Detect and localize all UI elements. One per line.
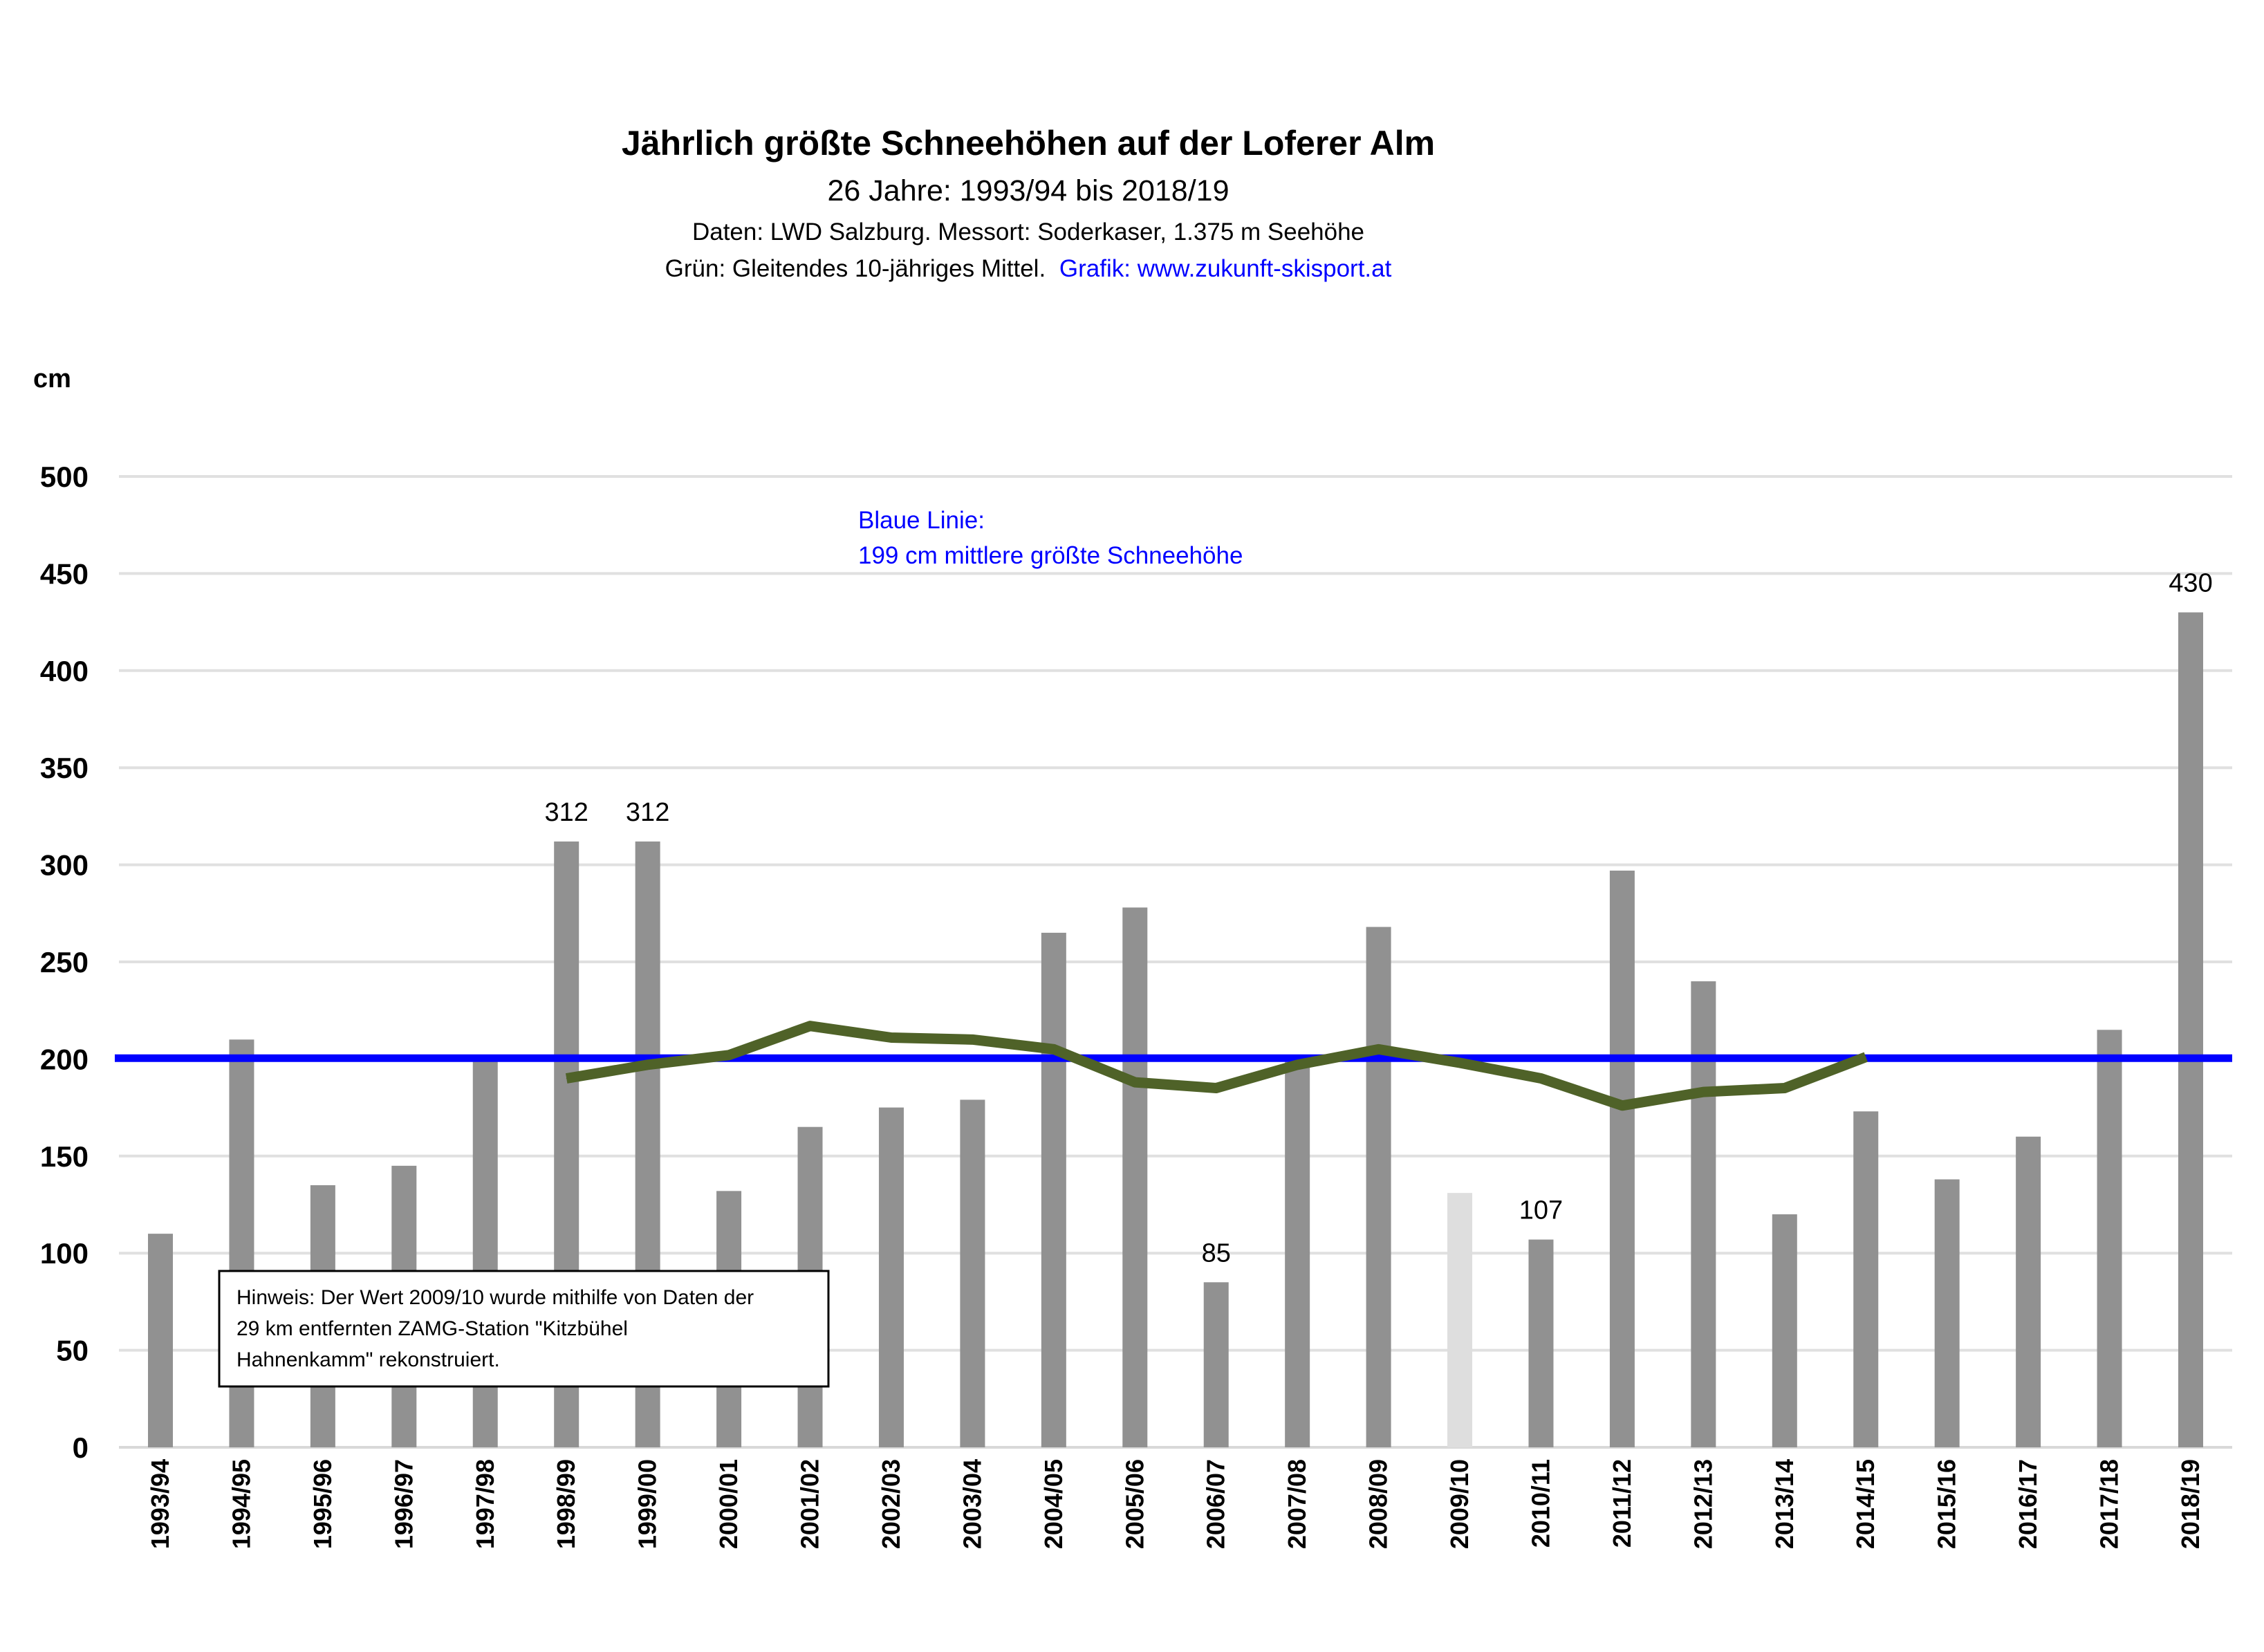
bar <box>1203 1282 1229 1447</box>
bar <box>1691 981 1716 1447</box>
moving-average-line <box>565 1021 1868 1111</box>
x-tick-label: 2006/07 <box>1202 1459 1230 1549</box>
x-tick-label: 2000/01 <box>714 1459 743 1549</box>
x-tick-label: 1996/97 <box>389 1459 418 1549</box>
bar <box>1853 1111 1879 1447</box>
blue-line-annotation-text: 199 cm mittlere größte Schneehöhe <box>858 542 1243 569</box>
y-tick-label: 250 <box>40 946 89 978</box>
x-tick-label: 1999/00 <box>633 1459 662 1549</box>
moving-average-point <box>1297 1064 1298 1066</box>
chart-title: Jährlich größte Schneehöhen auf der Lofe… <box>622 124 1435 163</box>
x-tick-label: 2015/16 <box>1933 1459 1961 1549</box>
bar <box>1447 1193 1473 1447</box>
y-tick-label: 200 <box>40 1043 89 1075</box>
bar <box>2178 612 2203 1447</box>
note-line-2: 29 km entfernten ZAMG-Station "Kitzbühel <box>236 1317 628 1340</box>
moving-average-point <box>1053 1048 1055 1050</box>
x-tick-label: 1997/98 <box>471 1459 499 1549</box>
bar <box>1366 927 1391 1447</box>
blue-line-annotation-title: Blaue Linie: <box>858 507 985 534</box>
x-tick-label: 2010/11 <box>1526 1459 1555 1548</box>
y-tick-label: 150 <box>40 1140 89 1173</box>
note-box-frame <box>218 1270 830 1388</box>
bar <box>1772 1214 1797 1447</box>
y-tick-label: 0 <box>73 1431 89 1464</box>
x-tick-label: 2013/14 <box>1770 1459 1799 1549</box>
data-label: 107 <box>1519 1196 1563 1225</box>
moving-average-point <box>647 1064 649 1066</box>
note-line-3: Hahnenkamm" rekonstruiert. <box>236 1348 500 1371</box>
data-label: 85 <box>1202 1238 1231 1268</box>
data-label: 430 <box>2169 569 2212 598</box>
data-label: 312 <box>626 798 669 827</box>
x-tick-label: 2001/02 <box>796 1459 824 1549</box>
data-label: 312 <box>544 798 588 827</box>
chart-legend-line: Grün: Gleitendes 10-jähriges Mittel. Gra… <box>665 255 1392 282</box>
moving-average-point <box>1378 1048 1380 1050</box>
bar <box>878 1107 904 1447</box>
x-tick-label: 2004/05 <box>1039 1459 1068 1549</box>
bar <box>1934 1179 1960 1447</box>
bar <box>2016 1136 2041 1447</box>
y-tick-label: 500 <box>40 461 89 493</box>
note-line-1: Hinweis: Der Wert 2009/10 wurde mithilfe… <box>236 1286 754 1309</box>
bar <box>1122 907 1148 1447</box>
legend-green-text: Grün: Gleitendes 10-jähriges Mittel. <box>665 255 1046 282</box>
bar <box>960 1099 985 1447</box>
legend-credit-text: Grafik: www.zukunft-skisport.at <box>1059 255 1392 282</box>
bar <box>1528 1239 1554 1447</box>
y-tick-label: 350 <box>40 752 89 784</box>
y-tick-label: 100 <box>40 1237 89 1270</box>
x-tick-label: 2017/18 <box>2095 1459 2124 1549</box>
x-tick-label: 1993/94 <box>146 1459 174 1549</box>
x-tick-label: 2009/10 <box>1445 1459 1474 1549</box>
y-axis-label: cm <box>33 364 71 393</box>
x-tick-label: 1995/96 <box>308 1459 337 1549</box>
x-tick-label: 2008/09 <box>1364 1459 1393 1549</box>
chart-subtitle: 26 Jahre: 1993/94 bis 2018/19 <box>828 174 1230 207</box>
x-tick-label: 2002/03 <box>877 1459 905 1549</box>
x-tick-label: 2014/15 <box>1851 1459 1880 1549</box>
moving-average-point <box>1702 1091 1704 1093</box>
bar <box>1285 1059 1310 1447</box>
x-tick-label: 2012/13 <box>1689 1459 1717 1549</box>
y-tick-label: 300 <box>40 849 89 882</box>
y-tick-label: 50 <box>56 1335 89 1367</box>
chart-source: Daten: LWD Salzburg. Messort: Soderkaser… <box>692 219 1364 245</box>
x-tick-label: 2005/06 <box>1120 1459 1149 1549</box>
x-tick-label: 2016/17 <box>2014 1459 2042 1549</box>
x-tick-label: 2018/19 <box>2176 1459 2205 1549</box>
y-tick-label: 400 <box>40 655 89 687</box>
x-tick-label: 1998/99 <box>552 1459 580 1549</box>
x-tick-label: 2003/04 <box>958 1459 986 1549</box>
bar <box>1609 871 1635 1447</box>
bar <box>2097 1030 2122 1447</box>
bar <box>148 1234 173 1447</box>
y-tick-label: 450 <box>40 557 89 590</box>
x-tick-label: 2007/08 <box>1283 1459 1311 1549</box>
moving-average-point <box>972 1039 973 1040</box>
bar <box>1041 932 1066 1447</box>
note-box: Hinweis: Der Wert 2009/10 wurde mithilfe… <box>218 1270 830 1388</box>
x-tick-label: 1994/95 <box>227 1459 255 1549</box>
moving-average-point <box>566 1077 567 1079</box>
x-tick-label: 2011/12 <box>1608 1459 1636 1548</box>
bar <box>472 1055 498 1447</box>
